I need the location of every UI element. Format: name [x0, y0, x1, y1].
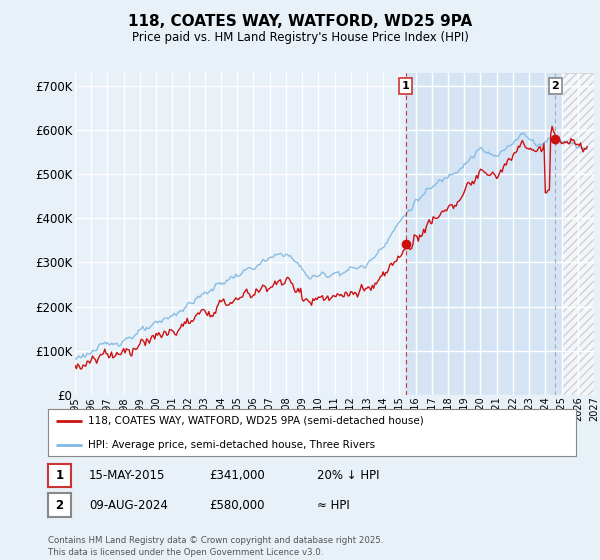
Text: 1: 1: [55, 469, 64, 482]
Text: HPI: Average price, semi-detached house, Three Rivers: HPI: Average price, semi-detached house,…: [88, 440, 375, 450]
Text: 2: 2: [55, 498, 64, 512]
Bar: [406, 73, 562, 395]
Text: Contains HM Land Registry data © Crown copyright and database right 2025.
This d: Contains HM Land Registry data © Crown c…: [48, 536, 383, 557]
Text: 1: 1: [401, 81, 409, 91]
Text: £580,000: £580,000: [209, 498, 264, 512]
Text: 118, COATES WAY, WATFORD, WD25 9PA (semi-detached house): 118, COATES WAY, WATFORD, WD25 9PA (semi…: [88, 416, 424, 426]
Text: 20% ↓ HPI: 20% ↓ HPI: [317, 469, 379, 482]
Bar: [562, 73, 594, 395]
Text: 09-AUG-2024: 09-AUG-2024: [89, 498, 167, 512]
Text: £341,000: £341,000: [209, 469, 265, 482]
Text: ≈ HPI: ≈ HPI: [317, 498, 350, 512]
Text: 15-MAY-2015: 15-MAY-2015: [89, 469, 165, 482]
Text: Price paid vs. HM Land Registry's House Price Index (HPI): Price paid vs. HM Land Registry's House …: [131, 31, 469, 44]
Text: 2: 2: [551, 81, 559, 91]
Text: 118, COATES WAY, WATFORD, WD25 9PA: 118, COATES WAY, WATFORD, WD25 9PA: [128, 14, 472, 29]
